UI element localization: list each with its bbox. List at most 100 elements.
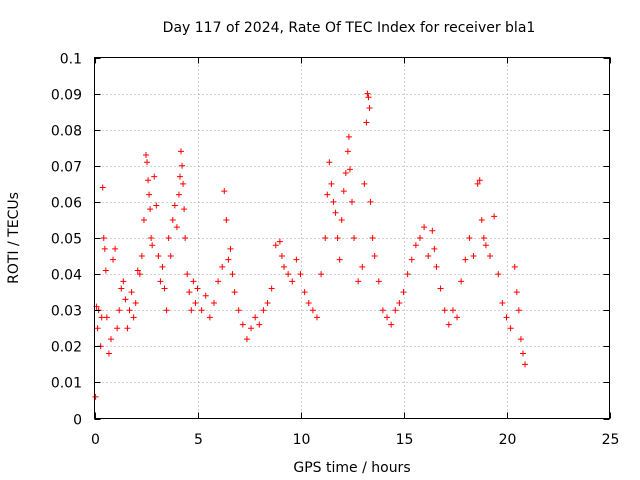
data-point — [100, 235, 107, 241]
x-axis-label: GPS time / hours — [293, 460, 410, 476]
data-point — [188, 307, 195, 314]
data-point — [470, 253, 477, 260]
data-point — [466, 235, 473, 241]
y-tick-label: 0.03 — [51, 304, 82, 320]
data-point — [181, 206, 188, 213]
data-point — [248, 325, 255, 332]
chart-title: Day 117 of 2024, Rate Of TEC Index for r… — [163, 20, 536, 36]
data-point — [297, 271, 304, 278]
data-point — [184, 271, 191, 278]
data-point — [206, 314, 213, 321]
data-point — [176, 173, 183, 180]
data-point — [98, 314, 105, 321]
data-point — [116, 307, 123, 314]
data-point — [445, 321, 452, 328]
data-point — [330, 198, 337, 205]
data-point — [379, 307, 386, 314]
data-point — [499, 299, 506, 306]
data-point — [487, 253, 494, 260]
data-point — [305, 299, 312, 306]
data-point — [449, 307, 456, 314]
data-point — [511, 263, 518, 270]
data-point — [396, 299, 403, 306]
data-point — [202, 292, 209, 299]
data-point — [118, 285, 125, 292]
data-point — [507, 325, 514, 332]
data-point — [276, 238, 283, 245]
x-tick-labels: 0 5 10 15 20 25 — [91, 432, 619, 448]
data-point — [227, 245, 234, 252]
data-point — [517, 336, 524, 343]
data-point — [334, 235, 341, 241]
data-point — [225, 256, 232, 263]
data-point — [503, 314, 510, 321]
data-point — [367, 198, 374, 205]
data-point — [345, 133, 352, 140]
data-point — [369, 235, 376, 241]
data-point — [332, 209, 339, 216]
data-point — [103, 314, 110, 321]
data-point — [371, 253, 378, 260]
data-point — [519, 350, 526, 357]
data-point — [146, 191, 153, 198]
data-point — [342, 170, 349, 177]
data-point — [110, 256, 117, 263]
data-point — [285, 271, 292, 278]
data-point — [338, 216, 345, 223]
grid-lines — [94, 57, 610, 419]
data-point — [268, 285, 275, 292]
data-point — [163, 307, 170, 314]
y-tick-label: 0.04 — [51, 268, 82, 284]
data-point — [433, 263, 440, 270]
y-tick-label: 0.09 — [51, 88, 82, 104]
data-point — [392, 307, 399, 314]
data-point — [120, 278, 127, 285]
axis-ticks — [94, 57, 611, 420]
x-tick-label: 25 — [602, 432, 620, 448]
data-point — [180, 180, 187, 187]
y-tick-label: 0.06 — [51, 196, 82, 212]
x-tick-label: 5 — [194, 432, 203, 448]
data-point — [147, 206, 154, 213]
data-point — [128, 289, 135, 296]
data-point — [148, 235, 155, 241]
data-point — [344, 148, 351, 155]
data-point — [101, 245, 108, 252]
data-point — [167, 253, 174, 260]
y-tick-label: 0.05 — [51, 232, 82, 248]
data-point — [161, 285, 168, 292]
data-point — [313, 314, 320, 321]
data-point — [364, 90, 371, 97]
data-point — [474, 180, 481, 187]
data-point — [107, 336, 114, 343]
data-point — [408, 256, 415, 263]
data-point — [388, 321, 395, 328]
data-point — [322, 235, 329, 241]
data-point — [404, 271, 411, 278]
data-point — [192, 299, 199, 306]
data-point — [143, 151, 149, 158]
data-point — [94, 325, 101, 332]
x-tick-label: 0 — [91, 432, 100, 448]
y-tick-label: 0.01 — [51, 376, 82, 392]
data-point — [175, 191, 182, 198]
data-point — [324, 191, 331, 198]
data-point — [178, 148, 185, 155]
data-point — [346, 166, 353, 173]
data-point — [151, 173, 158, 180]
data-point — [126, 307, 133, 314]
data-point — [421, 224, 428, 231]
data-point — [309, 307, 316, 314]
data-point — [513, 289, 520, 296]
data-point — [272, 242, 279, 249]
data-point — [366, 105, 373, 112]
x-tick-label: 20 — [499, 432, 517, 448]
data-point — [140, 216, 147, 223]
data-point — [431, 245, 438, 252]
data-point — [289, 278, 296, 285]
data-point — [215, 278, 222, 285]
data-point — [384, 314, 391, 321]
data-point — [515, 307, 522, 314]
data-point — [92, 393, 99, 400]
data-point — [256, 321, 263, 328]
